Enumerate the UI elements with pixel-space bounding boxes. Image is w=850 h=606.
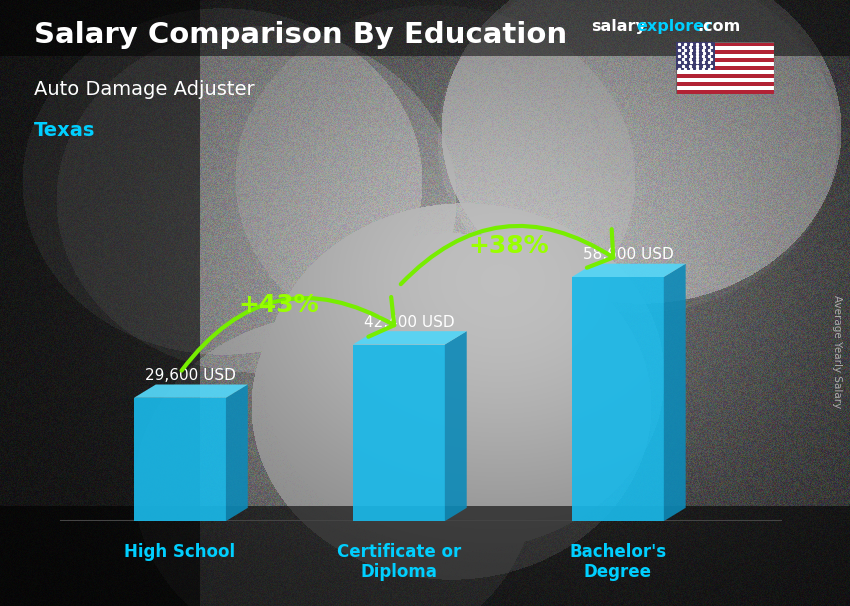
Bar [353, 344, 445, 521]
Polygon shape [226, 384, 248, 521]
Bar [676, 66, 774, 70]
Text: +43%: +43% [238, 293, 319, 316]
Polygon shape [445, 331, 467, 521]
Bar [134, 398, 226, 521]
Polygon shape [664, 264, 686, 521]
Polygon shape [134, 384, 248, 398]
Text: Salary Comparison By Education: Salary Comparison By Education [34, 21, 567, 49]
Bar [676, 55, 774, 58]
Bar [676, 82, 774, 86]
Bar [0, 506, 850, 606]
Bar [572, 277, 664, 521]
Bar [676, 42, 774, 47]
Bar [676, 74, 774, 78]
Text: 58,600 USD: 58,600 USD [583, 247, 674, 262]
Text: 42,400 USD: 42,400 USD [365, 315, 455, 330]
Bar [676, 42, 715, 70]
Bar [676, 90, 774, 94]
Polygon shape [572, 264, 686, 277]
Text: Average Yearly Salary: Average Yearly Salary [832, 295, 842, 408]
Bar [676, 58, 774, 62]
Text: salary: salary [591, 19, 646, 35]
Bar [0, 0, 850, 56]
Bar [676, 50, 774, 55]
Text: Texas: Texas [34, 121, 95, 140]
Text: +38%: +38% [468, 234, 548, 258]
Text: Auto Damage Adjuster: Auto Damage Adjuster [34, 80, 255, 99]
Text: explorer: explorer [637, 19, 713, 35]
Text: 29,600 USD: 29,600 USD [145, 368, 236, 383]
Text: .com: .com [698, 19, 741, 35]
Bar [676, 86, 774, 90]
Bar [676, 70, 774, 74]
Polygon shape [353, 331, 467, 344]
Bar [676, 47, 774, 50]
Bar [676, 78, 774, 82]
Bar [0, 0, 200, 606]
Bar [676, 62, 774, 66]
